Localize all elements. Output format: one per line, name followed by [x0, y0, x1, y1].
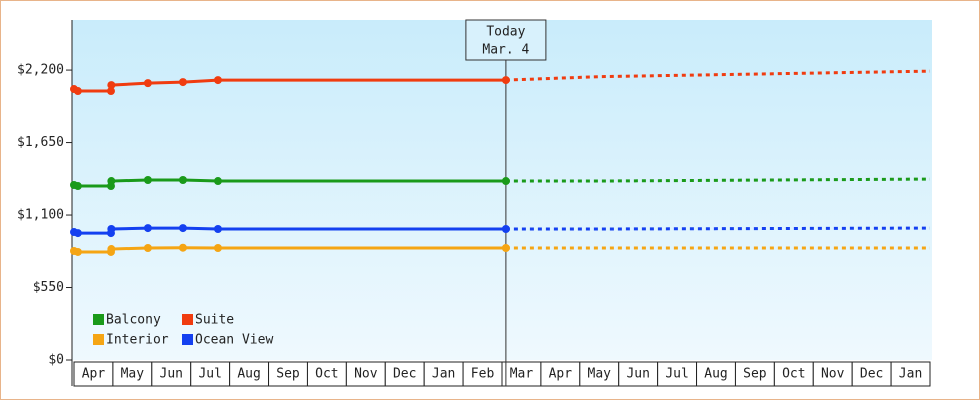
legend-swatch — [93, 314, 104, 325]
x-tick-label: Nov — [821, 367, 845, 382]
point — [107, 225, 116, 234]
x-tick-cell — [268, 361, 308, 387]
y-tick-label: $1,100 — [17, 208, 64, 223]
point — [143, 224, 152, 233]
x-tick-label: Oct — [315, 367, 338, 382]
x-tick-label: May — [588, 367, 612, 382]
x-tick-cell — [890, 361, 931, 387]
x-tick-cell — [501, 361, 542, 387]
legend-label: Suite — [195, 313, 234, 328]
plot-area — [72, 20, 932, 360]
legend-swatch — [182, 334, 193, 345]
point — [73, 229, 82, 238]
x-tick-cell — [384, 361, 425, 387]
y-tick-label: $1,650 — [17, 135, 64, 150]
point — [178, 175, 187, 184]
x-tick-label: Jun — [160, 367, 183, 382]
x-tick-label: Oct — [782, 367, 805, 382]
forecast-line — [505, 226, 931, 231]
x-tick-label: Jan — [432, 367, 455, 382]
x-tick-label: Nov — [354, 367, 378, 382]
x-tick-cell — [190, 361, 231, 387]
point — [501, 243, 510, 252]
point — [73, 87, 82, 96]
legend-swatch — [182, 314, 193, 325]
point — [73, 182, 82, 191]
x-tick-cell — [657, 361, 698, 387]
x-tick-label: Dec — [860, 367, 883, 382]
legend-label: Interior — [106, 333, 169, 348]
point — [178, 78, 187, 87]
point — [501, 225, 510, 234]
series-line — [73, 78, 506, 93]
point — [106, 87, 115, 96]
today-label: Mar. 4 — [482, 43, 529, 58]
x-tick-label: Aug — [704, 367, 727, 382]
x-tick-label: Jan — [899, 367, 922, 382]
point — [501, 177, 510, 186]
x-tick-cell — [423, 361, 464, 387]
point — [178, 224, 187, 233]
point — [107, 177, 116, 186]
x-tick-cell — [345, 361, 386, 387]
x-tick-label: Mar — [510, 367, 534, 382]
x-tick-label: Dec — [393, 367, 416, 382]
legend-label: Ocean View — [195, 333, 273, 348]
x-tick-label: May — [121, 367, 145, 382]
y-tick-label: $0 — [48, 353, 64, 368]
x-tick-label: Jul — [198, 367, 221, 382]
x-tick-cell — [306, 361, 347, 387]
series-line — [73, 226, 506, 235]
x-tick-label: Sep — [276, 367, 300, 382]
legend-label: Balcony — [106, 313, 161, 328]
point — [213, 177, 222, 186]
point — [143, 79, 152, 88]
legend-swatch — [93, 334, 104, 345]
x-tick-cell — [696, 361, 736, 387]
point — [213, 76, 222, 85]
point — [107, 81, 116, 90]
point — [213, 243, 222, 252]
forecast-line — [505, 69, 931, 82]
point — [143, 175, 152, 184]
point — [178, 243, 187, 252]
x-tick-label: Apr — [82, 367, 106, 382]
forecast-line — [505, 177, 931, 183]
today-box — [465, 19, 547, 61]
point — [73, 247, 82, 256]
x-tick-label: Apr — [549, 367, 573, 382]
point — [213, 225, 222, 234]
series-line — [73, 178, 506, 188]
point — [501, 76, 510, 85]
x-tick-label: Jun — [626, 367, 649, 382]
point — [143, 243, 152, 252]
x-tick-label: Sep — [743, 367, 767, 382]
y-tick-label: $550 — [33, 280, 64, 295]
x-tick-label: Feb — [471, 367, 495, 382]
today-label: Today — [486, 25, 525, 40]
x-tick-cell — [462, 361, 503, 387]
x-tick-cell — [229, 361, 270, 387]
y-tick-label: $2,200 — [17, 63, 64, 78]
x-tick-cell — [151, 361, 192, 387]
point — [107, 245, 116, 254]
x-tick-cell — [540, 361, 581, 387]
x-tick-label: Jul — [665, 367, 688, 382]
x-tick-label: Aug — [237, 367, 260, 382]
series-line — [73, 246, 506, 254]
